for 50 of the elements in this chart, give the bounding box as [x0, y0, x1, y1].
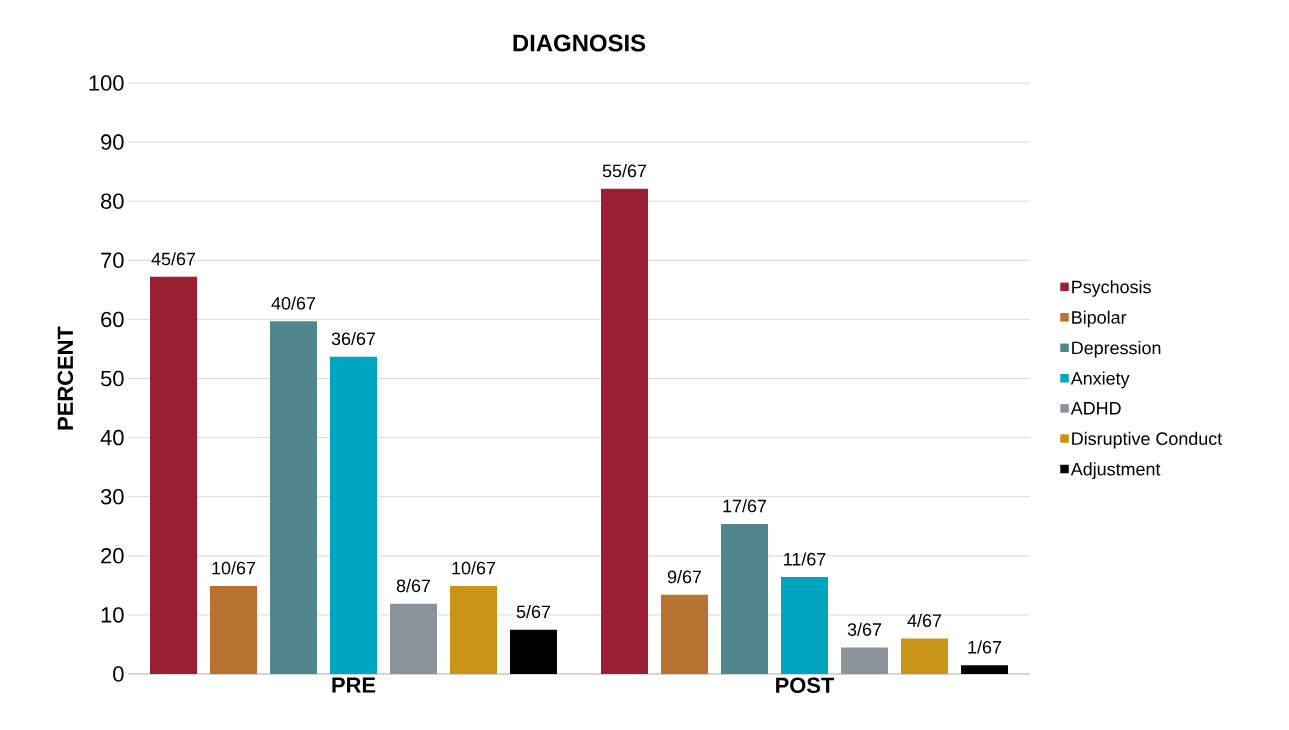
data-label: 3/67 [847, 622, 882, 636]
data-label: 5/67 [516, 604, 551, 619]
y-tick-label: 80 [101, 193, 124, 209]
data-label: 1/67 [968, 640, 1002, 654]
bar [270, 321, 317, 674]
y-tick-label: 0 [113, 666, 124, 682]
legend-label: ADHD [1070, 402, 1121, 415]
bar [601, 188, 648, 674]
legend-label: Disruptive Conduct [1072, 431, 1223, 449]
y-tick-label: 60 [101, 311, 124, 328]
data-label: 17/67 [723, 499, 767, 513]
data-label: 11/67 [784, 552, 826, 566]
y-tick-label: 30 [100, 488, 124, 505]
data-label: 55/67 [602, 164, 647, 178]
legend-label: Psychosis [1072, 280, 1151, 297]
data-label: 36/67 [331, 331, 376, 346]
data-label: 45/67 [151, 252, 196, 266]
legend-label: Adjustment [1070, 462, 1161, 480]
y-tick-label: 100 [89, 75, 124, 91]
y-tick-label: 50 [100, 370, 124, 387]
x-tick-label: POST [776, 677, 835, 694]
bar [150, 276, 197, 674]
legend-label: Anxiety [1070, 371, 1130, 389]
data-label: 40/67 [271, 296, 316, 310]
bar [330, 356, 377, 674]
y-tick-label: 90 [101, 134, 124, 150]
y-tick-label: 70 [101, 252, 124, 269]
bar [841, 647, 889, 674]
data-label: 4/67 [907, 613, 942, 628]
y-tick-label: 40 [100, 429, 124, 446]
bar [781, 577, 829, 674]
bar [961, 665, 1009, 674]
x-tick-label: PRE [332, 677, 376, 693]
bar [721, 523, 768, 674]
legend-label: Bipolar [1072, 310, 1127, 328]
bar [661, 594, 708, 674]
data-label: 9/67 [667, 570, 702, 584]
y-axis-title: PERCENT [57, 326, 74, 430]
data-label: 8/67 [396, 578, 431, 593]
chart-title: DIAGNOSIS [513, 34, 646, 52]
legend-label: Depression [1072, 341, 1161, 358]
bar [390, 603, 437, 674]
bar [510, 629, 557, 674]
y-tick-label: 10 [101, 607, 124, 623]
bar [901, 638, 949, 674]
data-label: 10/67 [212, 561, 256, 575]
data-label: 10/67 [452, 561, 496, 575]
bar [450, 585, 497, 674]
y-tick-label: 20 [101, 548, 124, 564]
bar [210, 585, 257, 674]
